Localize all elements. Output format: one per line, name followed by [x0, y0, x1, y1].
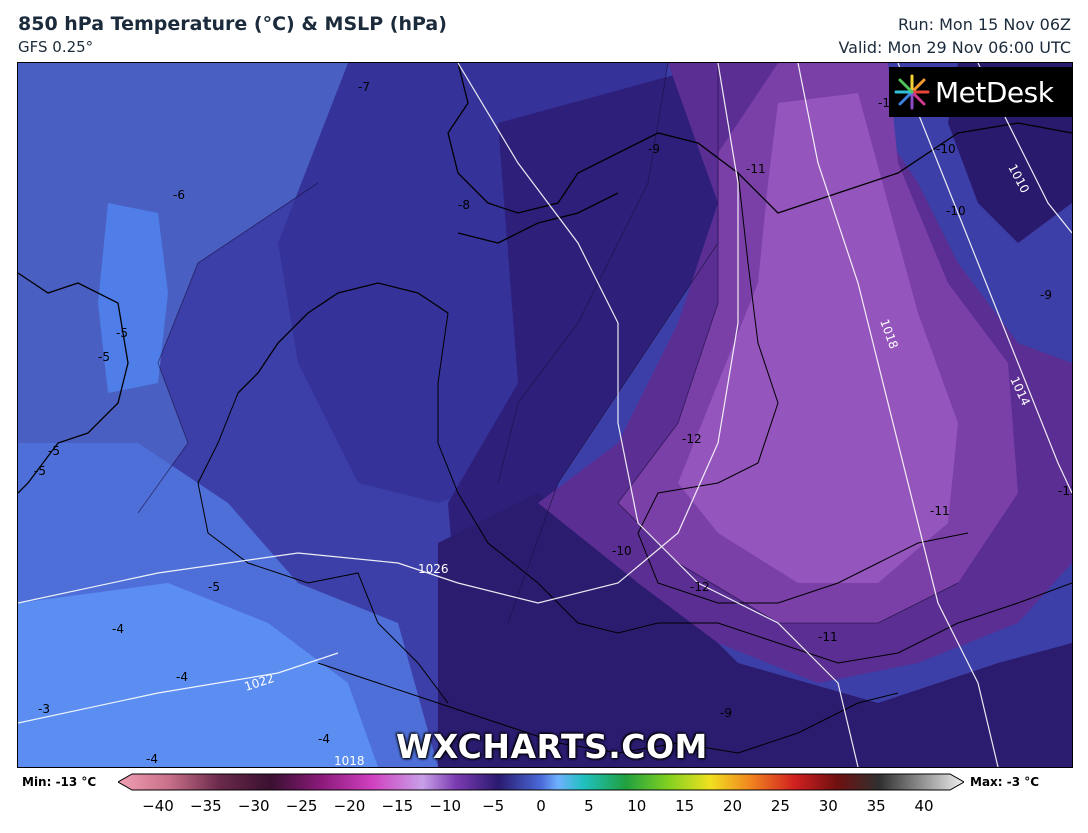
colorbar-tick-label: 15 — [675, 797, 695, 815]
wxcharts-watermark: WXCHARTS.COM — [396, 727, 708, 766]
colorbar-tick-label: 40 — [914, 797, 934, 815]
chart-title: 850 hPa Temperature (°C) & MSLP (hPa) — [18, 13, 447, 35]
colorbar-tick-label: −5 — [482, 797, 505, 815]
weather-map[interactable]: -7 -6 -5 -5 -5 -5 -5 -4 -4 -3 -4 -4 -9 -… — [17, 62, 1073, 768]
colorbar-max-label: Max: -3 °C — [970, 775, 1040, 789]
temp-band-minus9 — [448, 63, 778, 623]
temp-label: -12 — [682, 432, 702, 446]
colorbar-tick-label: 35 — [866, 797, 886, 815]
temp-label: -1 — [878, 96, 890, 110]
valid-time: Valid: Mon 29 Nov 06:00 UTC — [838, 38, 1071, 57]
temp-label: -11 — [746, 162, 766, 176]
isobars — [18, 63, 1072, 767]
map-canvas: -7 -6 -5 -5 -5 -5 -5 -4 -4 -3 -4 -4 -9 -… — [18, 63, 1072, 767]
temp-band-minus5-west — [98, 203, 168, 393]
temp-label: -6 — [173, 188, 185, 202]
temp-labels: -7 -6 -5 -5 -5 -5 -5 -4 -4 -3 -4 -4 -9 -… — [34, 80, 1072, 766]
colorbar-tick-label: −15 — [381, 797, 414, 815]
temp-label: -5 — [116, 326, 128, 340]
temp-label: -9 — [1040, 288, 1052, 302]
colorbar-min-label: Min: -13 °C — [22, 775, 97, 789]
temp-label: -3 — [38, 702, 50, 716]
temp-band-minus9-south — [438, 493, 1072, 767]
temp-label: -5 — [34, 464, 46, 478]
coastlines — [18, 63, 1072, 494]
temp-label: -5 — [98, 350, 110, 364]
metdesk-logo: MetDesk — [889, 67, 1072, 117]
temp-label: -10 — [936, 142, 956, 156]
temp-label: -11 — [1058, 484, 1072, 498]
temp-label: -9 — [648, 142, 660, 156]
temp-label: -4 — [112, 622, 124, 636]
temp-label: -4 — [176, 670, 188, 684]
temp-label: -9 — [720, 706, 732, 720]
temp-label: -11 — [930, 504, 950, 518]
temp-label: -10 — [946, 204, 966, 218]
colorbar-tick-label: −40 — [142, 797, 174, 815]
temp-label: -5 — [48, 444, 60, 458]
colorbar-tick-label: −30 — [237, 797, 270, 815]
temp-label: -7 — [358, 80, 370, 94]
temperature-colorbar — [118, 773, 964, 791]
model-label: GFS 0.25° — [18, 38, 94, 56]
temp-label: -4 — [318, 732, 330, 746]
colorbar-tick-label: 30 — [818, 797, 838, 815]
colorbar-tick-label: −10 — [429, 797, 462, 815]
temp-band-minus6 — [18, 63, 348, 523]
temp-band-minus12 — [678, 93, 958, 583]
temp-band-minus4 — [18, 583, 378, 767]
metdesk-starburst-icon — [894, 74, 930, 110]
isobar-label: 1018 — [334, 754, 365, 767]
colorbar-tick-label: 10 — [627, 797, 647, 815]
colorbar-tick-label: −25 — [285, 797, 318, 815]
run-time: Run: Mon 15 Nov 06Z — [897, 15, 1071, 34]
metdesk-logo-text: MetDesk — [935, 75, 1054, 109]
temp-label: -11 — [818, 630, 838, 644]
temp-label: -12 — [690, 580, 710, 594]
colorbar-tick-label: 0 — [536, 797, 546, 815]
colorbar-tick-label: 25 — [770, 797, 790, 815]
temp-label: -8 — [458, 198, 470, 212]
colorbar-tick-label: −35 — [190, 797, 222, 815]
country-borders — [197, 172, 1072, 754]
temp-label: -4 — [146, 752, 158, 766]
temp-label: -10 — [612, 544, 632, 558]
colorbar-tick-label: 5 — [584, 797, 594, 815]
colorbar-tick-label: 20 — [722, 797, 743, 815]
temp-label: -5 — [208, 580, 220, 594]
isobar-label: 1026 — [418, 562, 449, 576]
colorbar-tick-label: −20 — [333, 797, 366, 815]
